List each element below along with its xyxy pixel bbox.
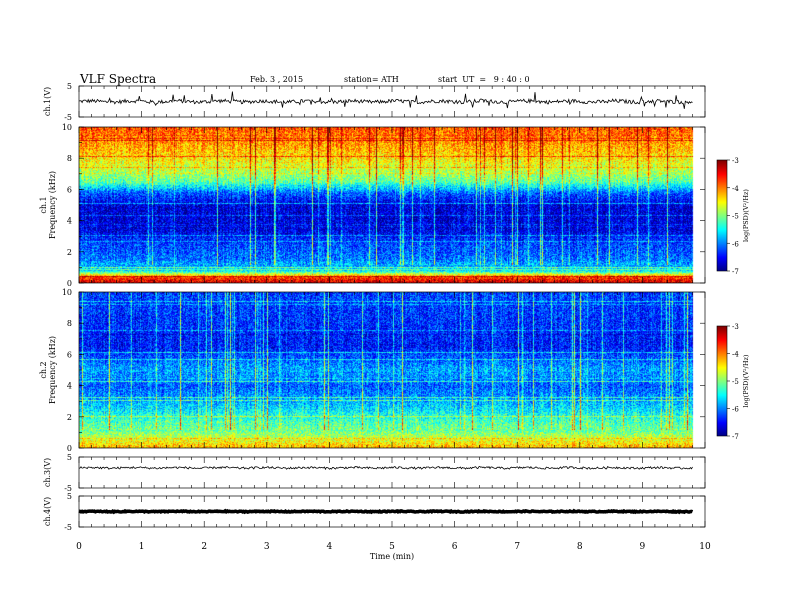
y-tick-label: 0 xyxy=(67,279,72,288)
y-axis-label: Frequency (kHz) xyxy=(48,171,57,239)
y-axis-label: Frequency (kHz) xyxy=(48,336,57,404)
colorbar-ch2 xyxy=(717,326,727,436)
y-tick-label: 4 xyxy=(67,217,72,226)
colorbar-tick-label: -3 xyxy=(732,157,739,165)
x-tick-label: 7 xyxy=(514,542,520,552)
y-axis-label: ch.4(V) xyxy=(43,497,52,526)
spectrogram-ch2 xyxy=(79,292,705,448)
x-tick-label: 2 xyxy=(201,542,207,552)
waveform-ch1-waveform xyxy=(79,91,693,109)
y-tick-label: 6 xyxy=(67,350,72,359)
y-tick-label: 6 xyxy=(67,185,72,194)
y-tick-label: 5 xyxy=(67,453,72,462)
ch3-waveform-time-ticks xyxy=(78,457,706,488)
x-tick-label: 6 xyxy=(452,542,458,552)
y-tick-label: 4 xyxy=(67,382,72,391)
y-axis-label: ch.1(V) xyxy=(43,87,52,116)
y-axis-label: ch.2 xyxy=(39,361,48,378)
colorbar-tick-label: -3 xyxy=(732,323,739,331)
colorbar-tick-label: -4 xyxy=(732,185,739,193)
y-tick-label: 5 xyxy=(67,492,72,501)
station-label: station= ATH xyxy=(344,75,399,84)
y-tick-label: -5 xyxy=(64,523,72,532)
x-tick-label: 0 xyxy=(76,542,82,552)
y-tick-label: -5 xyxy=(64,113,72,122)
x-tick-label: 5 xyxy=(389,542,395,552)
x-tick-label: 9 xyxy=(640,542,646,552)
x-tick-label: 4 xyxy=(327,542,333,552)
colorbar-tick-label: -5 xyxy=(732,213,739,221)
y-axis-label: ch.3(V) xyxy=(43,458,52,487)
date-label: Feb. 3 , 2015 xyxy=(250,75,304,84)
x-tick-label: 1 xyxy=(139,542,145,552)
spectrogram-ch1 xyxy=(79,127,705,283)
colorbar-tick-label: -5 xyxy=(732,378,739,386)
colorbar-ch1 xyxy=(717,160,727,271)
y-tick-label: 8 xyxy=(67,319,72,328)
x-tick-label: 8 xyxy=(577,542,583,552)
colorbar-tick-label: -7 xyxy=(732,268,739,276)
y-tick-label: 0 xyxy=(67,444,72,453)
colorbar-tick-label: -6 xyxy=(732,406,739,414)
ch1-spectrogram-time-ticks xyxy=(78,127,706,283)
colorbar-label: log(PSD)(V²/Hz) xyxy=(742,189,750,242)
x-tick-label: 10 xyxy=(699,542,711,552)
ch4-waveform-time-ticks xyxy=(78,496,706,527)
x-axis-label: Time (min) xyxy=(370,552,414,561)
y-axis-label: ch.1 xyxy=(39,196,48,213)
y-tick-label: 10 xyxy=(62,288,72,297)
waveform-ch3-waveform xyxy=(78,465,693,471)
start-ut-label: start UT = 9 : 40 : 0 xyxy=(438,75,530,84)
ch2-spectrogram-time-ticks xyxy=(78,292,706,448)
y-tick-label: -5 xyxy=(64,484,72,493)
ch1-waveform-time-ticks xyxy=(78,86,706,117)
y-tick-label: 2 xyxy=(67,248,72,257)
y-tick-label: 8 xyxy=(67,154,72,163)
y-tick-label: 10 xyxy=(62,123,72,132)
colorbar-tick-label: -6 xyxy=(732,240,739,248)
y-tick-label: 2 xyxy=(67,413,72,422)
colorbar-tick-label: -4 xyxy=(732,351,739,359)
figure-title: VLF Spectra xyxy=(80,72,157,86)
colorbar-tick-label: -7 xyxy=(732,433,739,441)
x-tick-label: 3 xyxy=(264,542,270,552)
colorbar-label: log(PSD)(V²/Hz) xyxy=(742,354,750,407)
waveform-ch4-waveform xyxy=(78,508,694,515)
y-tick-label: 5 xyxy=(67,82,72,91)
